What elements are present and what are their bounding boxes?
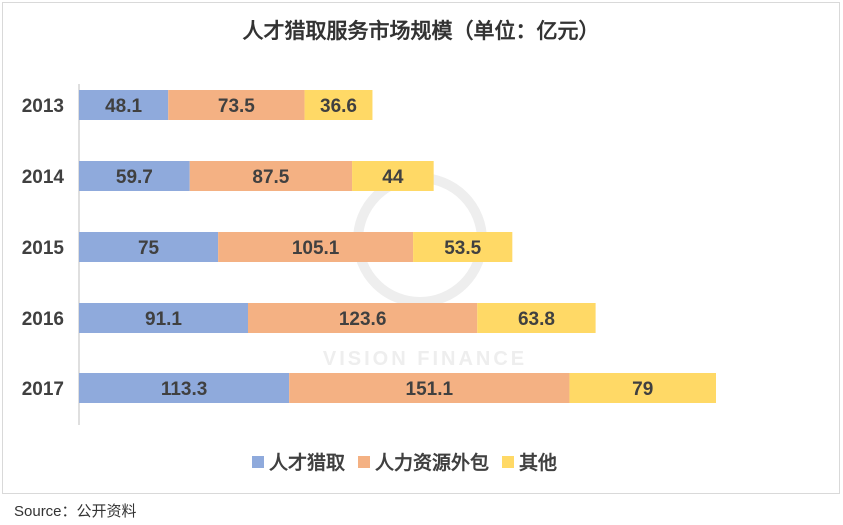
chart-title: 人才猎取服务市场规模（单位：亿元）	[243, 19, 600, 43]
data-label: 36.6	[320, 96, 357, 117]
bar-segment	[79, 90, 169, 120]
bar-segment	[168, 90, 305, 120]
data-label: 73.5	[218, 96, 255, 117]
bar-segment	[79, 232, 219, 262]
data-label: 91.1	[145, 309, 182, 330]
bar-segment	[79, 161, 190, 191]
data-label: 151.1	[406, 379, 454, 400]
data-label: 53.5	[444, 238, 481, 259]
bar-segment	[189, 161, 353, 191]
data-label: 79	[632, 379, 653, 400]
data-label: 75	[138, 238, 160, 259]
y-tick-label: 2015	[22, 238, 65, 259]
data-label: 44	[382, 167, 404, 188]
y-tick-label: 2017	[22, 379, 64, 400]
legend-swatch	[252, 456, 264, 468]
bar-segment	[79, 373, 290, 403]
data-label: 123.6	[339, 309, 387, 330]
watermark-text: VISION FINANCE	[323, 348, 527, 370]
bar-segment	[289, 373, 570, 403]
source-note: Source：公开资料	[14, 503, 137, 520]
data-label: 87.5	[252, 167, 289, 188]
data-label: 105.1	[292, 238, 340, 259]
bar-segment	[413, 232, 513, 262]
legend-label: 人才猎取	[269, 451, 345, 474]
legend-label: 其他	[519, 451, 557, 474]
bar-segment	[304, 90, 373, 120]
legend-swatch	[358, 456, 370, 468]
y-tick-label: 2014	[22, 167, 65, 188]
legend-swatch	[502, 456, 514, 468]
bar-segment	[477, 303, 596, 333]
data-label: 59.7	[116, 167, 153, 188]
y-tick-label: 2016	[22, 309, 64, 330]
bar-segment	[79, 303, 248, 333]
legend-label: 人力资源外包	[375, 451, 489, 474]
bar-segment	[247, 303, 478, 333]
bar-segment	[569, 373, 716, 403]
data-label: 48.1	[105, 96, 142, 117]
y-tick-label: 2013	[22, 96, 64, 117]
bar-segment	[352, 161, 434, 191]
data-label: 113.3	[161, 379, 208, 400]
data-label: 63.8	[518, 309, 555, 330]
bar-segment	[218, 232, 414, 262]
